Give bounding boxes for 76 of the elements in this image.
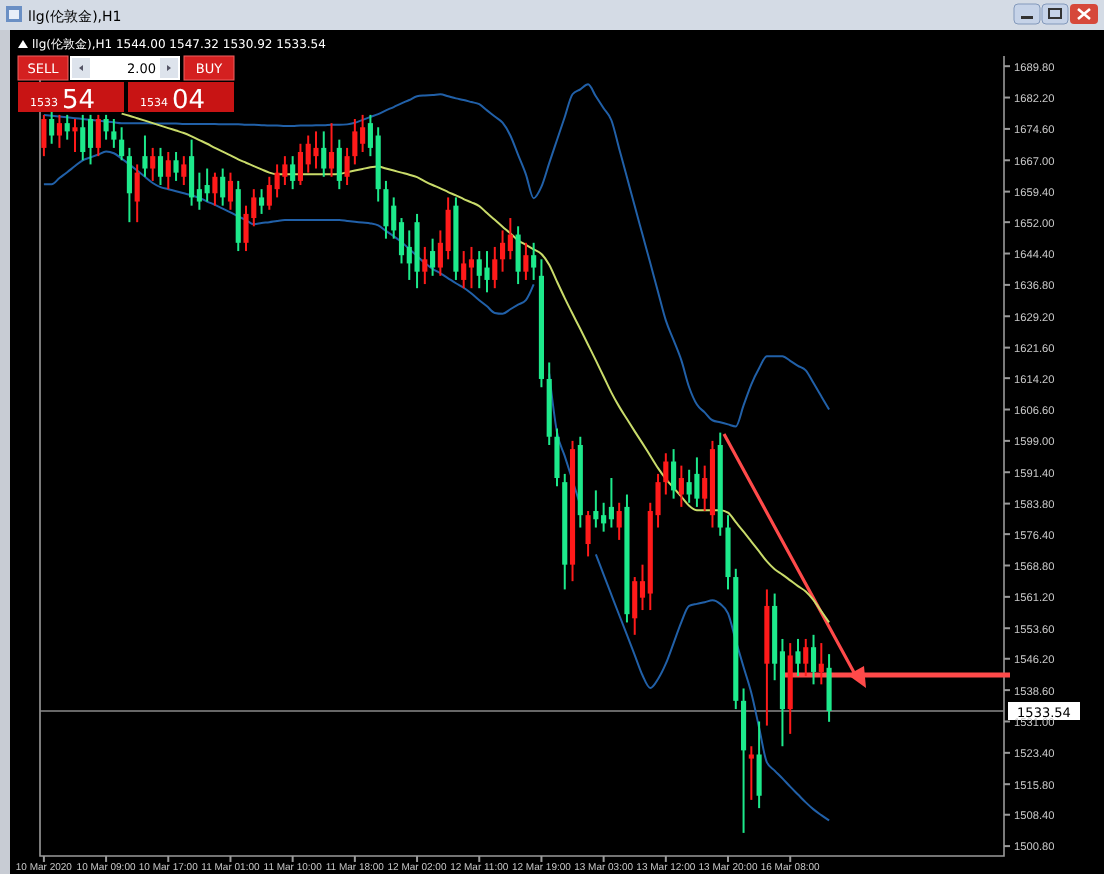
candlestick [297, 142, 303, 187]
candlestick [321, 130, 327, 178]
candlestick [173, 151, 179, 182]
candlestick [383, 179, 389, 240]
candlestick [282, 155, 288, 187]
candlestick [694, 456, 700, 508]
candlestick [818, 642, 824, 686]
candlestick [189, 138, 195, 207]
candlestick [616, 501, 622, 541]
candlestick [593, 489, 599, 529]
candlestick [212, 171, 218, 207]
candlestick [810, 633, 817, 686]
candlestick [803, 637, 809, 678]
candlestick [126, 146, 132, 224]
candlestick [305, 134, 311, 174]
candlestick [476, 250, 482, 290]
candlestick [328, 122, 335, 178]
candlestick [49, 109, 55, 145]
candlestick [461, 250, 467, 290]
candlestick [87, 113, 94, 166]
candlestick [64, 113, 70, 141]
candlestick [204, 167, 210, 203]
candlestick [531, 241, 537, 281]
candlestick [484, 250, 490, 294]
annotation: 04 [172, 86, 206, 116]
candlestick [422, 245, 428, 286]
candlestick [352, 118, 358, 166]
annotation: 54 [62, 86, 96, 116]
candlestick [663, 452, 669, 496]
candlestick [336, 138, 342, 191]
candlestick [492, 245, 498, 290]
candlestick [445, 196, 451, 261]
candlestick [468, 245, 475, 290]
candlestick [795, 637, 801, 678]
candlestick [826, 653, 832, 723]
candlestick [111, 118, 117, 149]
candlestick [266, 175, 272, 211]
candlestick [119, 126, 125, 162]
candlestick [157, 146, 164, 187]
candlestick [756, 720, 762, 810]
candlestick [585, 510, 591, 558]
candlestick [554, 427, 560, 488]
candlestick [515, 225, 521, 286]
candlestick [274, 163, 280, 199]
candlestick [220, 167, 226, 207]
candlestick [632, 576, 638, 636]
line-series [120, 112, 831, 624]
candlestick [243, 204, 249, 253]
candlestick [41, 113, 47, 158]
candlestick [80, 113, 86, 162]
candlestick [72, 118, 78, 154]
candlestick [142, 134, 148, 178]
candlestick [313, 130, 319, 170]
candlestick [150, 146, 156, 182]
candlestick [406, 229, 412, 281]
candlestick [608, 477, 614, 529]
candlestick [430, 237, 436, 277]
candlestick [686, 468, 692, 504]
candlestick [344, 146, 350, 187]
candlestick [500, 229, 506, 273]
candlestick [56, 113, 62, 149]
candlestick [290, 155, 296, 191]
candlestick [748, 745, 754, 801]
candlestick [360, 113, 366, 154]
candlestick [671, 448, 677, 500]
candlestick [259, 188, 265, 215]
candlestick [601, 501, 607, 533]
candlestick [227, 171, 234, 211]
candlestick [523, 241, 529, 281]
candlestick [507, 217, 513, 261]
candlestick [165, 151, 171, 191]
candlestick [134, 163, 140, 224]
candlestick [95, 113, 101, 158]
candlestick [181, 155, 187, 187]
candlestick [678, 464, 684, 508]
candlestick [103, 113, 109, 141]
